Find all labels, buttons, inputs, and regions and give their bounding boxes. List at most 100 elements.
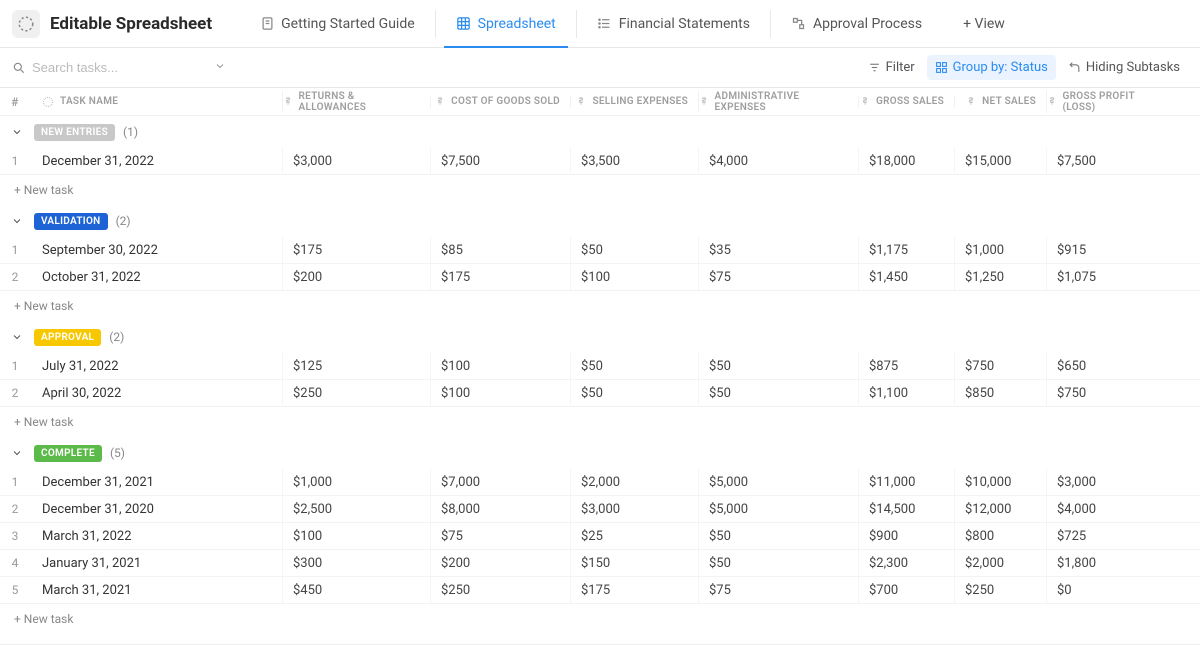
hiding-subtasks-button[interactable]: Hiding Subtasks [1060, 55, 1188, 80]
chevron-down-icon[interactable] [214, 60, 226, 76]
add-view-button[interactable]: + View [951, 16, 1017, 32]
col-net[interactable]: NET SALES [954, 96, 1046, 108]
cell-admin[interactable]: $75 [698, 264, 858, 290]
cell-returns[interactable]: $125 [282, 353, 430, 379]
task-name-cell[interactable]: September 30, 2022 [30, 243, 282, 258]
cell-admin[interactable]: $50 [698, 380, 858, 406]
cell-cogs[interactable]: $100 [430, 353, 570, 379]
cell-net[interactable]: $850 [954, 380, 1046, 406]
cell-cogs[interactable]: $200 [430, 550, 570, 576]
cell-cogs[interactable]: $100 [430, 380, 570, 406]
task-name-cell[interactable]: December 31, 2021 [30, 475, 282, 490]
collapse-icon[interactable] [8, 123, 26, 141]
cell-cogs[interactable]: $7,000 [430, 469, 570, 495]
cell-profit[interactable]: $1,075 [1046, 264, 1176, 290]
cell-profit[interactable]: $750 [1046, 380, 1176, 406]
tab-financial-statements[interactable]: Financial Statements [585, 0, 762, 48]
new-task-button[interactable]: + New task [0, 175, 1200, 205]
table-row[interactable]: 1December 31, 2021$1,000$7,000$2,000$5,0… [0, 469, 1200, 496]
cell-returns[interactable]: $175 [282, 237, 430, 263]
task-name-cell[interactable]: December 31, 2020 [30, 502, 282, 517]
cell-profit[interactable]: $4,000 [1046, 496, 1176, 522]
table-row[interactable]: 1December 31, 2022$3,000$7,500$3,500$4,0… [0, 148, 1200, 175]
cell-admin[interactable]: $5,000 [698, 496, 858, 522]
col-profit[interactable]: GROSS PROFIT (LOSS) [1046, 91, 1176, 113]
cell-net[interactable]: $800 [954, 523, 1046, 549]
cell-selling[interactable]: $3,500 [570, 148, 698, 174]
table-row[interactable]: 2December 31, 2020$2,500$8,000$3,000$5,0… [0, 496, 1200, 523]
task-name-cell[interactable]: January 31, 2021 [30, 556, 282, 571]
cell-cogs[interactable]: $250 [430, 577, 570, 603]
cell-admin[interactable]: $50 [698, 523, 858, 549]
cell-gross[interactable]: $2,300 [858, 550, 954, 576]
cell-net[interactable]: $250 [954, 577, 1046, 603]
tab-getting-started-guide[interactable]: Getting Started Guide [247, 0, 427, 48]
status-badge[interactable]: COMPLETE [34, 445, 102, 462]
cell-profit[interactable]: $650 [1046, 353, 1176, 379]
col-admin[interactable]: ADMINISTRATIVE EXPENSES [698, 91, 858, 113]
cell-net[interactable]: $1,250 [954, 264, 1046, 290]
cell-profit[interactable]: $0 [1046, 577, 1176, 603]
cell-profit[interactable]: $725 [1046, 523, 1176, 549]
cell-cogs[interactable]: $85 [430, 237, 570, 263]
cell-admin[interactable]: $50 [698, 550, 858, 576]
cell-profit[interactable]: $915 [1046, 237, 1176, 263]
cell-selling[interactable]: $100 [570, 264, 698, 290]
col-returns[interactable]: RETURNS & ALLOWANCES [282, 91, 430, 113]
task-name-cell[interactable]: March 31, 2022 [30, 529, 282, 544]
group-by-button[interactable]: Group by: Status [927, 55, 1056, 80]
col-gross[interactable]: GROSS SALES [858, 96, 954, 108]
cell-profit[interactable]: $3,000 [1046, 469, 1176, 495]
task-name-cell[interactable]: March 31, 2021 [30, 583, 282, 598]
cell-gross[interactable]: $1,100 [858, 380, 954, 406]
status-badge[interactable]: APPROVAL [34, 329, 101, 346]
cell-cogs[interactable]: $8,000 [430, 496, 570, 522]
table-row[interactable]: 1September 30, 2022$175$85$50$35$1,175$1… [0, 237, 1200, 264]
collapse-icon[interactable] [8, 212, 26, 230]
cell-returns[interactable]: $300 [282, 550, 430, 576]
cell-returns[interactable]: $250 [282, 380, 430, 406]
cell-gross[interactable]: $18,000 [858, 148, 954, 174]
cell-net[interactable]: $10,000 [954, 469, 1046, 495]
cell-gross[interactable]: $11,000 [858, 469, 954, 495]
cell-selling[interactable]: $50 [570, 237, 698, 263]
task-name-cell[interactable]: July 31, 2022 [30, 359, 282, 374]
new-task-button[interactable]: + New task [0, 291, 1200, 321]
cell-selling[interactable]: $150 [570, 550, 698, 576]
col-cogs[interactable]: COST OF GOODS SOLD [430, 96, 570, 108]
cell-gross[interactable]: $1,450 [858, 264, 954, 290]
cell-gross[interactable]: $900 [858, 523, 954, 549]
cell-returns[interactable]: $450 [282, 577, 430, 603]
col-task-name[interactable]: TASK NAME [30, 96, 282, 108]
cell-gross[interactable]: $14,500 [858, 496, 954, 522]
cell-net[interactable]: $12,000 [954, 496, 1046, 522]
cell-selling[interactable]: $3,000 [570, 496, 698, 522]
cell-net[interactable]: $1,000 [954, 237, 1046, 263]
tab-spreadsheet[interactable]: Spreadsheet [444, 0, 568, 48]
cell-gross[interactable]: $700 [858, 577, 954, 603]
cell-selling[interactable]: $175 [570, 577, 698, 603]
table-row[interactable]: 2April 30, 2022$250$100$50$50$1,100$850$… [0, 380, 1200, 407]
cell-gross[interactable]: $875 [858, 353, 954, 379]
cell-cogs[interactable]: $7,500 [430, 148, 570, 174]
task-name-cell[interactable]: October 31, 2022 [30, 270, 282, 285]
cell-returns[interactable]: $100 [282, 523, 430, 549]
cell-admin[interactable]: $35 [698, 237, 858, 263]
cell-gross[interactable]: $1,175 [858, 237, 954, 263]
cell-returns[interactable]: $1,000 [282, 469, 430, 495]
search-input[interactable] [32, 60, 208, 75]
table-row[interactable]: 2October 31, 2022$200$175$100$75$1,450$1… [0, 264, 1200, 291]
table-row[interactable]: 4January 31, 2021$300$200$150$50$2,300$2… [0, 550, 1200, 577]
task-name-cell[interactable]: December 31, 2022 [30, 154, 282, 169]
cell-selling[interactable]: $50 [570, 380, 698, 406]
new-task-button[interactable]: + New task [0, 407, 1200, 437]
table-row[interactable]: 3March 31, 2022$100$75$25$50$900$800$725 [0, 523, 1200, 550]
cell-selling[interactable]: $25 [570, 523, 698, 549]
cell-admin[interactable]: $75 [698, 577, 858, 603]
table-row[interactable]: 1July 31, 2022$125$100$50$50$875$750$650 [0, 353, 1200, 380]
cell-profit[interactable]: $1,800 [1046, 550, 1176, 576]
workspace-icon[interactable] [12, 10, 40, 38]
status-badge[interactable]: VALIDATION [34, 213, 108, 230]
cell-admin[interactable]: $5,000 [698, 469, 858, 495]
cell-selling[interactable]: $2,000 [570, 469, 698, 495]
